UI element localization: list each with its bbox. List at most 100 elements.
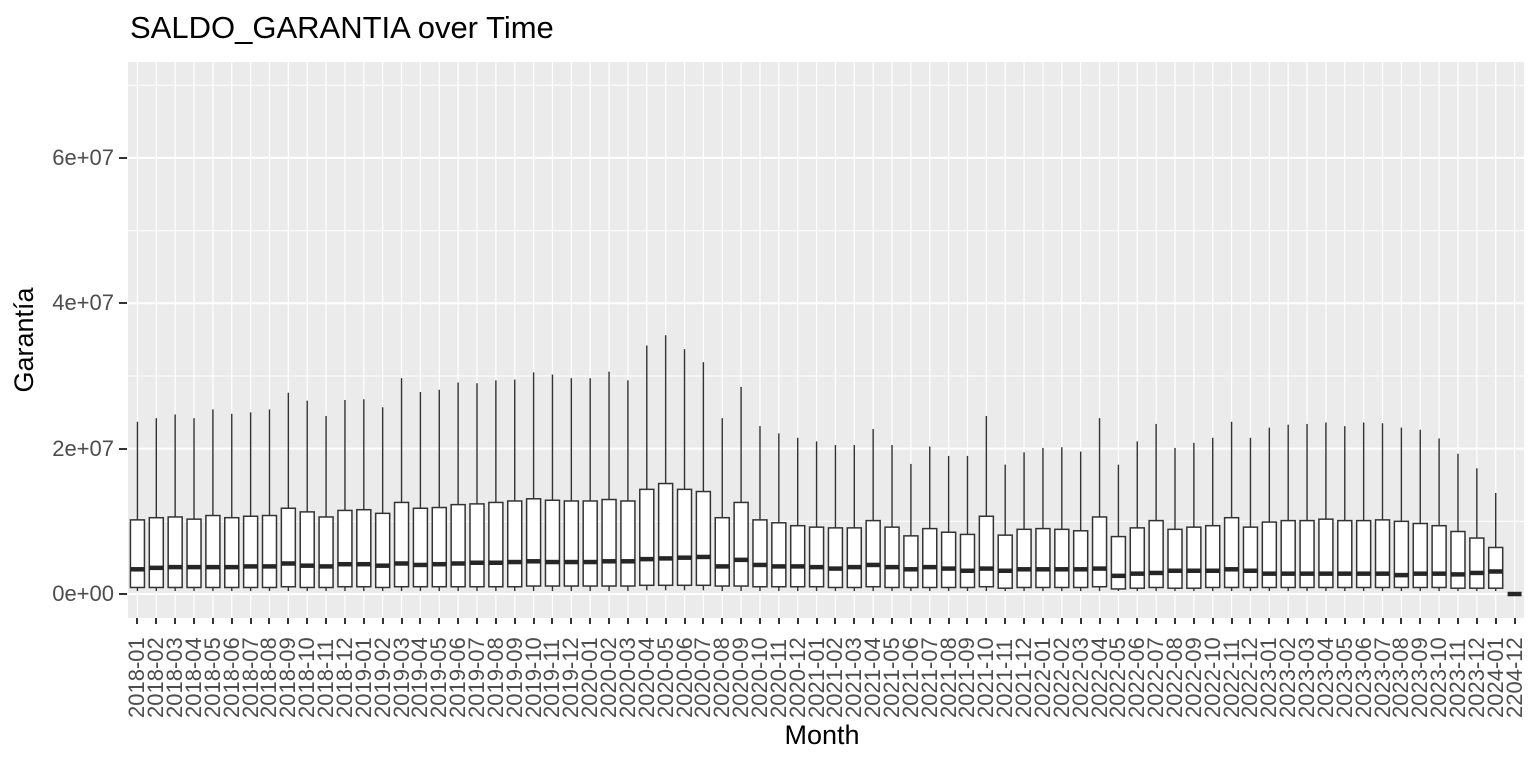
x-tick-mark	[494, 618, 497, 624]
x-tick-mark	[1155, 618, 1158, 624]
box	[620, 500, 636, 587]
box	[865, 519, 881, 588]
box	[318, 516, 334, 589]
x-tick-mark	[702, 618, 705, 624]
box	[1280, 519, 1296, 589]
x-tick-mark	[664, 618, 667, 624]
x-tick-mark	[626, 618, 629, 624]
box	[1487, 546, 1504, 589]
x-tick-mark	[1174, 618, 1176, 624]
box	[714, 516, 730, 587]
x-tick-mark	[1268, 618, 1271, 624]
x-tick-mark	[608, 618, 611, 624]
x-tick-mark	[362, 618, 365, 624]
y-tick-mark	[119, 593, 127, 596]
boxplot-svg	[128, 62, 1524, 618]
y-tick-mark	[119, 156, 127, 159]
box	[469, 503, 485, 588]
x-tick-mark	[909, 618, 912, 624]
x-tick-mark	[589, 618, 592, 624]
box	[978, 515, 995, 588]
box	[997, 534, 1013, 589]
x-tick-mark	[570, 618, 573, 624]
chart-title: SALDO_GARANTIA over Time	[130, 10, 554, 45]
box	[167, 516, 183, 589]
box	[582, 500, 598, 587]
x-tick-mark	[249, 618, 252, 624]
box	[827, 527, 844, 589]
y-tick-mark	[119, 302, 127, 305]
x-tick-mark	[400, 618, 403, 624]
x-tick-mark	[1475, 618, 1478, 624]
x-tick-mark	[381, 618, 384, 624]
box	[1016, 528, 1032, 589]
box	[1299, 519, 1315, 589]
box	[450, 503, 466, 588]
x-tick-mark	[1513, 618, 1516, 624]
x-tick-mark	[1211, 618, 1214, 624]
x-tick-mark	[853, 618, 856, 624]
box	[1431, 524, 1447, 589]
box	[1469, 537, 1485, 589]
box	[657, 482, 674, 587]
box	[129, 519, 146, 589]
x-tick-mark	[1343, 618, 1346, 624]
y-tick-label: 6e+07	[52, 144, 114, 170]
x-tick-mark	[645, 618, 648, 624]
y-tick-label: 4e+07	[52, 290, 114, 316]
box	[752, 519, 768, 588]
box	[224, 516, 240, 589]
x-tick-mark	[815, 618, 818, 624]
y-tick-mark	[119, 447, 127, 450]
x-tick-mark	[1136, 618, 1139, 624]
x-tick-mark	[136, 618, 139, 624]
box	[299, 511, 315, 589]
x-tick-mark	[419, 618, 422, 624]
box	[337, 509, 353, 588]
box	[544, 499, 561, 587]
x-axis-title: Month	[784, 720, 860, 750]
x-tick-mark	[758, 618, 761, 624]
box	[922, 527, 938, 589]
box	[148, 516, 165, 589]
x-tick-mark	[1287, 618, 1290, 624]
box	[412, 507, 429, 588]
box	[280, 507, 297, 588]
x-tick-mark	[1192, 618, 1195, 624]
x-tick-mark	[721, 618, 724, 624]
box	[356, 508, 372, 588]
x-tick-mark	[985, 618, 988, 624]
box	[1374, 519, 1391, 589]
x-tick-mark	[1362, 618, 1365, 624]
x-tick-mark	[796, 618, 799, 624]
x-tick-mark	[1249, 618, 1252, 624]
box	[1091, 516, 1108, 588]
x-tick-mark	[438, 618, 441, 624]
box	[1318, 518, 1334, 589]
box	[771, 522, 787, 588]
box	[1242, 526, 1259, 589]
box	[789, 524, 806, 588]
x-tick-mark	[513, 618, 516, 624]
y-tick-label: 0e+00	[52, 581, 114, 607]
box	[393, 501, 410, 588]
x-tick-mark	[872, 618, 875, 624]
x-tick-mark	[947, 618, 950, 624]
box	[1186, 526, 1202, 589]
box	[506, 500, 523, 588]
x-tick-mark	[740, 618, 743, 624]
x-tick-mark	[966, 618, 969, 624]
x-tick-mark	[476, 618, 478, 624]
box	[1110, 535, 1127, 590]
box	[1035, 527, 1051, 589]
x-tick-mark	[551, 618, 554, 624]
x-tick-mark	[457, 618, 460, 624]
box	[186, 518, 202, 589]
box	[601, 498, 617, 587]
box	[261, 514, 278, 589]
box	[1204, 524, 1221, 589]
box	[733, 501, 749, 587]
box	[374, 512, 391, 589]
x-tick-mark	[325, 618, 328, 624]
